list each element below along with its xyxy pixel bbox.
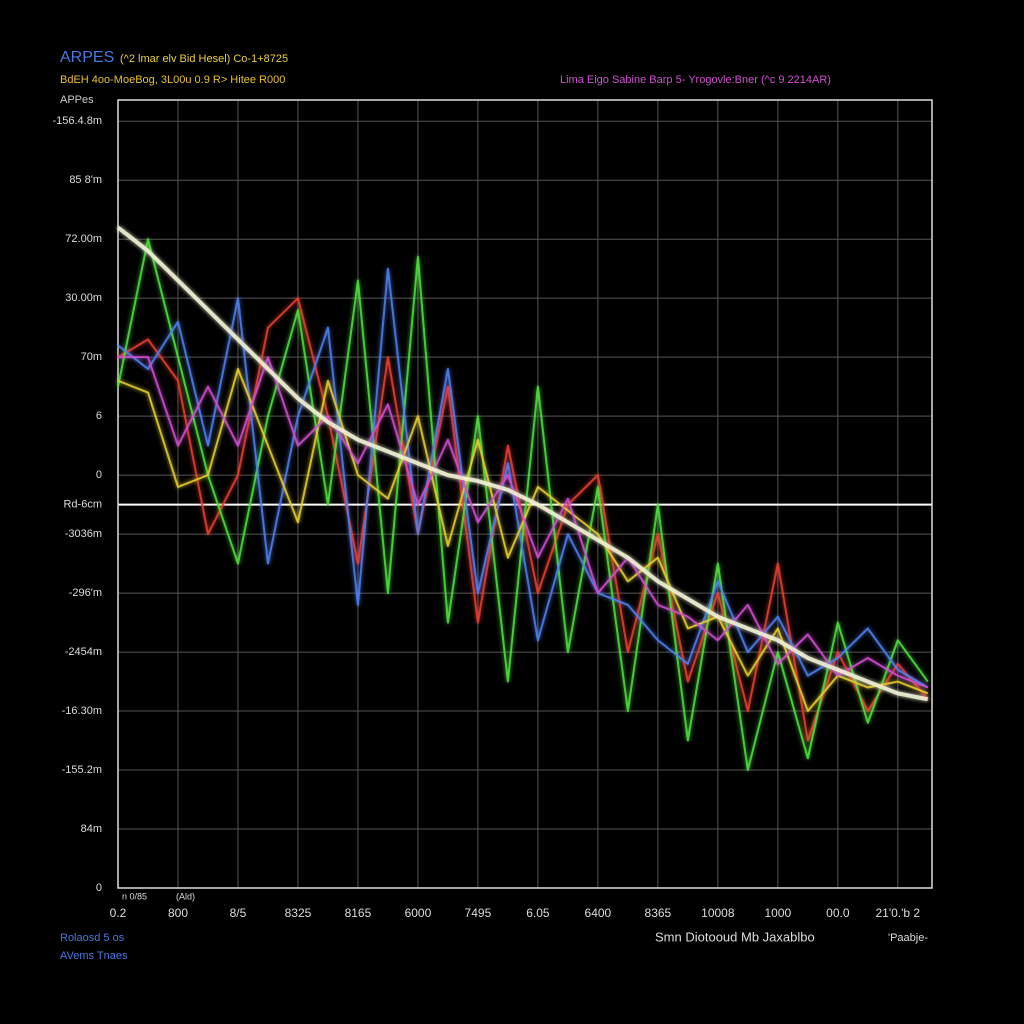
x-tick-label: 8165 bbox=[345, 906, 372, 920]
x-tick-label: 6000 bbox=[405, 906, 432, 920]
x-tick-label: 8365 bbox=[645, 906, 672, 920]
y-tick-label: 0 bbox=[96, 882, 102, 894]
y-tick-label: Rd-6cm bbox=[63, 499, 102, 511]
y-tick-label: -156.4.8m bbox=[52, 115, 102, 127]
footnote: Rolaosd 5 os bbox=[60, 932, 125, 944]
annotation: (Ald) bbox=[176, 891, 195, 901]
x-tick-label: 800 bbox=[168, 906, 188, 920]
y-tick-label: 30.00m bbox=[65, 292, 102, 304]
series-line bbox=[117, 238, 929, 772]
y-tick-label: -2454m bbox=[65, 646, 102, 658]
x-tick-label: 1000 bbox=[764, 906, 791, 920]
y-tick-label: 6 bbox=[96, 410, 102, 422]
x-tick-label: 8/5 bbox=[230, 906, 247, 920]
plot-frame bbox=[117, 99, 933, 889]
annotation: n 0/85 bbox=[122, 891, 147, 901]
header-right: Lima Eigo Sabine Barp 5- Yrogovle:Bner (… bbox=[560, 74, 831, 86]
x-tick-label: 7495 bbox=[465, 906, 492, 920]
x-axis-label: Smn Diotooud Mb Jaxablbo bbox=[655, 929, 815, 944]
x-tick-label: 21'0.'b 2 bbox=[875, 906, 920, 920]
y-tick-label: 0 bbox=[96, 469, 102, 481]
y-tick-label: 72.00m bbox=[65, 233, 102, 245]
footnote: AVems Tnaes bbox=[60, 950, 128, 962]
x-tick-label: 10008 bbox=[701, 906, 735, 920]
series-line bbox=[117, 367, 929, 713]
chart-title: ARPES bbox=[60, 49, 114, 66]
header-left: BdEH 4oo-MoeBog, 3L00u 0.9 R> Hitee R000 bbox=[60, 74, 285, 86]
x-tick-label: 6400 bbox=[585, 906, 612, 920]
x-tick-label: 0.2 bbox=[110, 906, 127, 920]
y-tick-label: 70m bbox=[81, 351, 102, 363]
y-tick-label: -16.30m bbox=[62, 705, 102, 717]
series-line bbox=[116, 225, 929, 702]
x-tick-label: 8325 bbox=[285, 906, 312, 920]
y-tick-label: -296'm bbox=[69, 587, 102, 599]
x-tick-label: 00.0 bbox=[826, 906, 850, 920]
x-tick-label: 6.05 bbox=[526, 906, 550, 920]
y-tick-label: -155.2m bbox=[62, 764, 102, 776]
series-group bbox=[116, 225, 929, 772]
y-tick-label: 85 8'm bbox=[69, 174, 102, 186]
y-tick-label: -3036m bbox=[65, 528, 102, 540]
x-axis-label-right: 'Paabje- bbox=[888, 932, 928, 944]
y-tick-label: 84m bbox=[81, 823, 102, 835]
y-axis-label: APPes bbox=[60, 94, 94, 106]
series-line bbox=[117, 267, 929, 689]
chart-subtitle: (^2 lmar elv Bid Hesel) Co-1+8725 bbox=[120, 53, 288, 65]
